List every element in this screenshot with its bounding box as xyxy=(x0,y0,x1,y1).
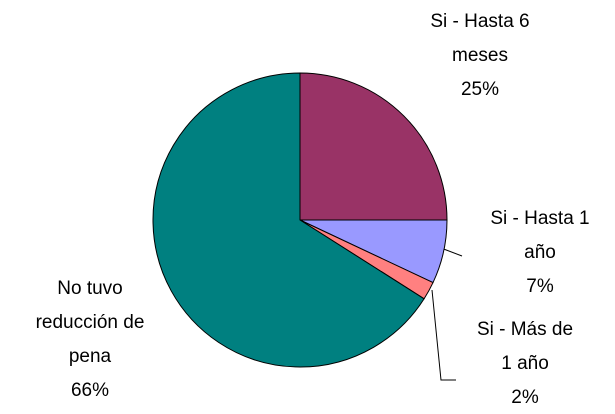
slice-name: Si - Hasta 6 meses xyxy=(430,11,530,66)
slice-value: 66% xyxy=(70,380,110,401)
slice-name: No tuvo reducción de pena xyxy=(35,278,145,367)
slice-label: Si - Hasta 6 meses 25% xyxy=(413,5,548,107)
slice-value: 7% xyxy=(526,276,554,297)
slice-label: No tuvo reducción de pena 66% xyxy=(26,272,154,408)
pie-slice xyxy=(152,72,425,368)
slice-label: Si - Hasta 1 año 7% xyxy=(474,202,606,304)
slice-value: 2% xyxy=(511,387,539,408)
slice-label: Si - Más de 1 año 2% xyxy=(470,313,580,414)
slice-name: Si - Hasta 1 año xyxy=(490,208,590,263)
pie-slice xyxy=(299,72,448,221)
slice-name: Si - Más de 1 año xyxy=(476,319,574,374)
leader-line xyxy=(431,289,456,381)
slice-value: 25% xyxy=(460,79,500,100)
